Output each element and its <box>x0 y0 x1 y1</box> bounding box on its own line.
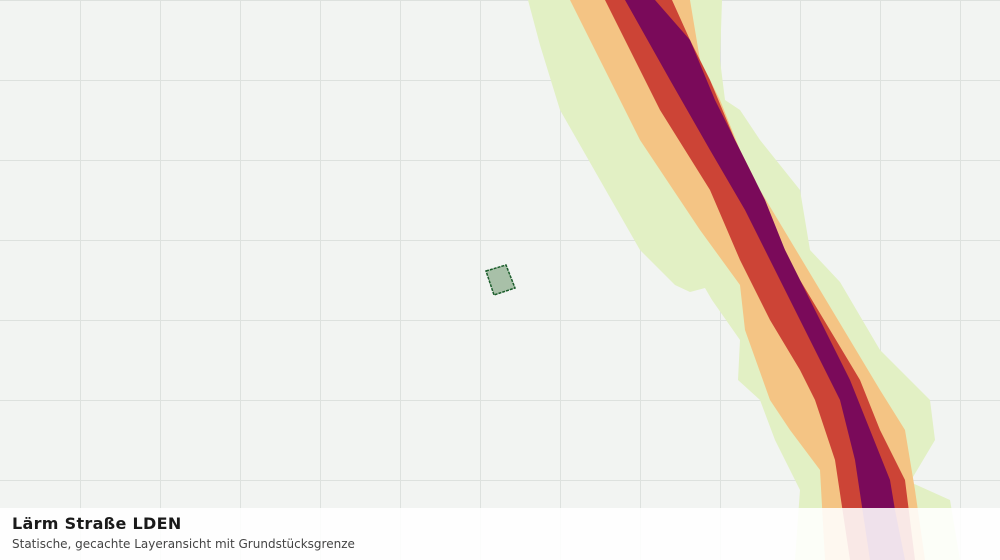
noise-band-peak <box>625 0 905 560</box>
legend-title: Lärm Straße LDEN <box>12 514 182 533</box>
parcel-boundary <box>485 264 516 296</box>
legend-subtitle: Statische, gecachte Layeransicht mit Gru… <box>12 537 355 551</box>
legend-panel: Lärm Straße LDEN Statische, gecachte Lay… <box>0 508 1000 560</box>
noise-band-high <box>605 0 915 560</box>
